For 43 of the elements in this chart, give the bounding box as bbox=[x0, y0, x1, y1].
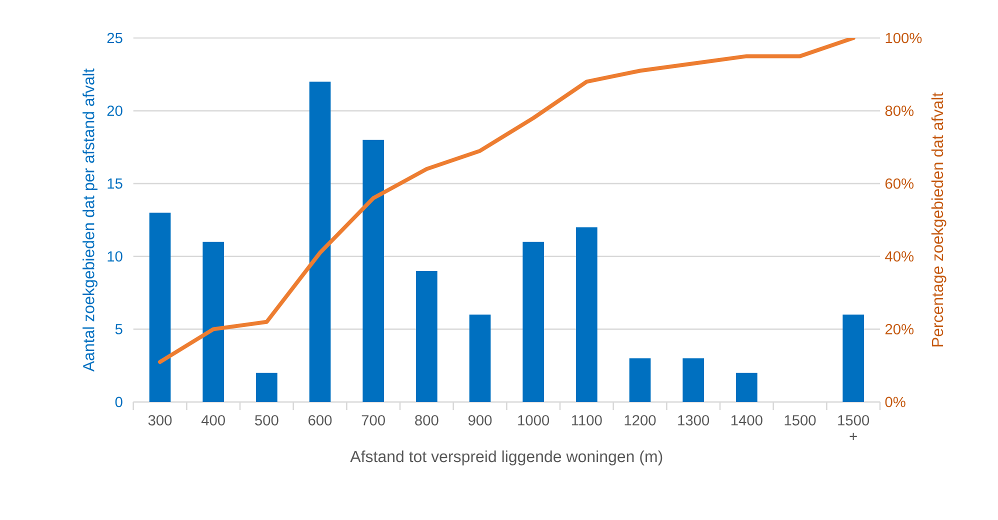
x-tick-label: 400 bbox=[201, 415, 225, 426]
bar bbox=[682, 358, 704, 402]
y-axis-title: Aantal zoekgebieden dat per afstand afvalt bbox=[82, 68, 98, 372]
y2-tick-label: 0% bbox=[885, 396, 906, 408]
line-series bbox=[158, 38, 856, 364]
bar bbox=[256, 372, 278, 402]
y2-axis-title: Percentage zoekgebieden dat afvalt bbox=[931, 92, 946, 346]
x-tick-label: 1200 bbox=[624, 415, 656, 426]
x-tick-label: 1300 bbox=[678, 415, 710, 426]
bar bbox=[842, 314, 864, 402]
bar bbox=[522, 242, 544, 402]
bar bbox=[149, 212, 171, 402]
bar bbox=[416, 270, 438, 402]
bar bbox=[576, 227, 598, 402]
x-tick-label: 1100 bbox=[572, 415, 602, 426]
bar bbox=[469, 314, 491, 402]
x-tick-label: 900 bbox=[468, 415, 492, 426]
y2-tick-label: 100% bbox=[886, 32, 922, 44]
x-tick-label: 700 bbox=[362, 415, 385, 426]
y2-tick-label: 20% bbox=[885, 324, 914, 334]
x-axis-title: Afstand tot verspreid liggende woningen (m) bbox=[350, 450, 662, 466]
bar bbox=[362, 140, 384, 402]
y-tick-label: 15 bbox=[108, 178, 122, 189]
y-tick-label: 10 bbox=[108, 251, 122, 262]
x-tick-label: 500 bbox=[255, 415, 278, 426]
x-tick-label: 600 bbox=[308, 415, 332, 426]
y-tick-label: 20 bbox=[107, 106, 122, 116]
x-tick-label: 300 bbox=[148, 415, 172, 426]
bar bbox=[202, 242, 224, 402]
y-tick-label: 25 bbox=[107, 32, 122, 44]
y2-tick-label: 40% bbox=[885, 251, 914, 262]
bar bbox=[629, 358, 651, 402]
bar bbox=[309, 82, 331, 402]
x-tick-label: 1000 bbox=[518, 415, 550, 426]
x-tick-label: 1500 + bbox=[838, 415, 870, 440]
x-tick-label: 800 bbox=[415, 415, 438, 426]
x-tick-label: 1400 bbox=[731, 415, 762, 426]
y2-tick-label: 80% bbox=[885, 106, 914, 116]
x-tick-label: 1500 bbox=[784, 415, 816, 426]
y-tick-label: 0 bbox=[115, 396, 122, 408]
y2-tick-label: 60% bbox=[885, 178, 914, 189]
y-tick-label: 5 bbox=[115, 324, 122, 334]
bar bbox=[736, 372, 758, 402]
